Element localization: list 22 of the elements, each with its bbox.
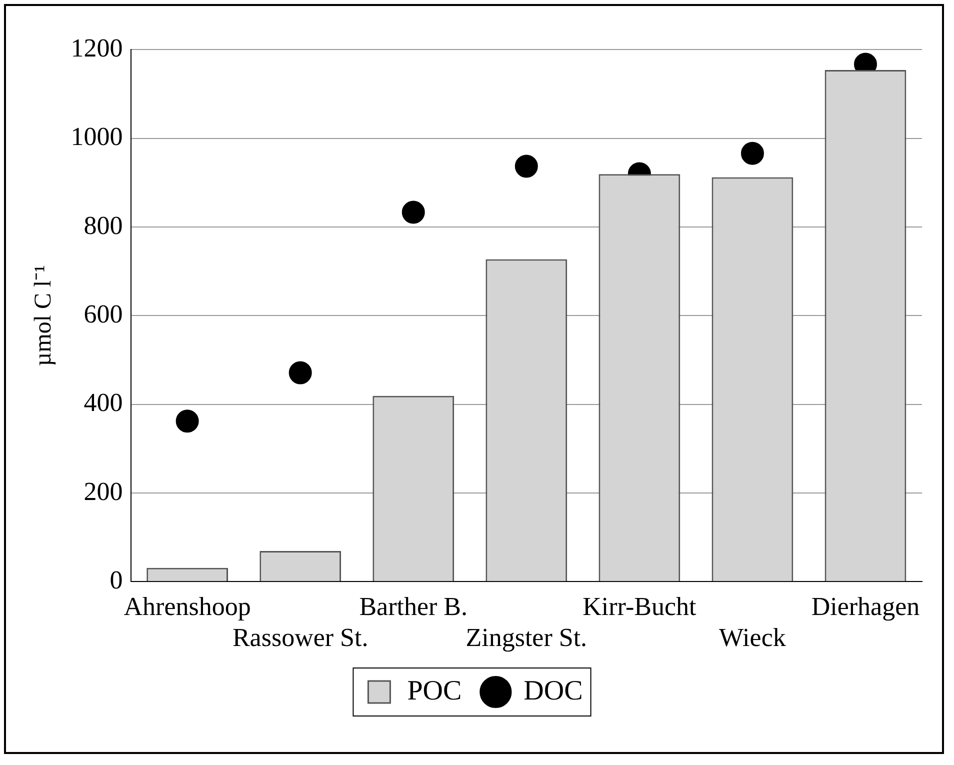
legend-label: POC bbox=[407, 675, 462, 706]
y-tick-label: 400 bbox=[84, 388, 123, 418]
point bbox=[402, 200, 425, 224]
x-tick-label: Zingster St. bbox=[466, 623, 588, 652]
y-tick-label: 200 bbox=[84, 476, 123, 506]
y-tick-label: 0 bbox=[110, 565, 123, 594]
x-tick-label: Ahrenshoop bbox=[124, 592, 251, 622]
y-tick-label: 600 bbox=[84, 299, 123, 328]
point bbox=[514, 154, 538, 178]
point bbox=[288, 361, 312, 384]
x-tick-label: Rassower St. bbox=[232, 623, 368, 652]
x-tick-label: Barther B. bbox=[359, 592, 468, 622]
y-tick-label: 1000 bbox=[70, 122, 123, 152]
x-tick-label: Dierhagen bbox=[811, 592, 920, 622]
x-tick-label: Wieck bbox=[719, 623, 786, 652]
y-axis-title: µmol C l⁻¹ bbox=[30, 265, 57, 366]
x-tick-label: Kirr-Bucht bbox=[582, 592, 697, 622]
point bbox=[740, 142, 764, 165]
point bbox=[176, 410, 199, 433]
y-tick-label: 1200 bbox=[70, 33, 123, 62]
legend-label: DOC bbox=[524, 675, 583, 706]
y-tick-label: 800 bbox=[84, 210, 123, 240]
